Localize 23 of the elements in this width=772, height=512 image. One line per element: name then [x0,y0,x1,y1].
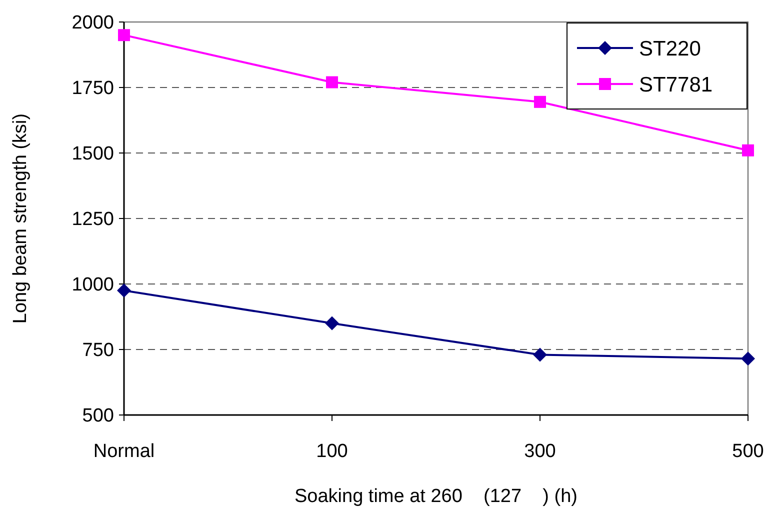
y-tick-label: 2000 [72,12,114,34]
point [117,284,131,298]
legend-label: ST7781 [639,73,713,96]
y-tick-label: 1000 [72,274,114,296]
point [325,316,339,330]
point [742,144,754,156]
point [741,352,755,366]
y-tick-label: 750 [82,340,114,362]
y-tick-label: 500 [82,406,114,427]
point [534,96,546,108]
legend-label: ST220 [639,37,701,60]
x-tick-label: Normal [93,441,155,462]
y-tick-label: 1250 [72,209,114,230]
y-tick-label: 1750 [72,78,114,100]
y-axis-title: Long beam strength (ksi) [10,113,31,324]
x-axis-title: Soaking time at 260 (127 ) (h) [294,486,578,507]
x-tick-label: 300 [524,441,556,462]
y-tick-label: 1500 [72,144,114,165]
point [533,348,547,362]
point [118,29,130,42]
x-tick-label: 500 [732,441,764,462]
x-tick-label: 100 [316,441,348,462]
point [326,76,338,88]
